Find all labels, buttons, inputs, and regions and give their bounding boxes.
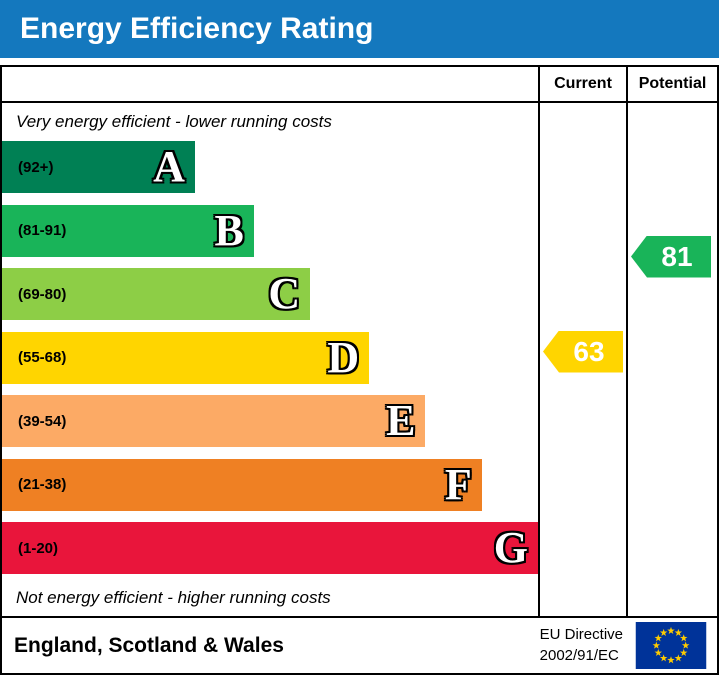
band-bar: (69-80) C: [2, 268, 311, 320]
band-bar: (92+) A: [2, 141, 195, 193]
bottom-note: Not energy efficient - higher running co…: [16, 588, 331, 607]
band-bar: (81-91) B: [2, 204, 254, 257]
band-range-label: (1-20): [18, 539, 59, 557]
band-bar: (21-38) F: [2, 458, 482, 511]
band-bar: (55-68) D: [2, 331, 370, 384]
band-range-label: (39-54): [18, 412, 67, 430]
band-bar: (39-54) E: [2, 395, 426, 447]
band-row-e: (39-54) E: [2, 395, 538, 447]
band-bar: (1-20) G: [2, 522, 538, 574]
potential-column: 81: [626, 103, 717, 616]
band-row-f: (21-38) F: [2, 458, 538, 511]
band-range-label: (55-68): [18, 349, 67, 366]
chart-body: Very energy efficient - lower running co…: [2, 103, 717, 616]
band-letter: A: [153, 142, 185, 191]
footer: England, Scotland & Wales EU Directive 2…: [0, 618, 719, 675]
band-letter: C: [268, 269, 301, 318]
potential-rating-pointer: 81: [631, 235, 711, 278]
eu-directive-text: EU Directive 2002/91/EC: [540, 625, 623, 666]
current-column-header: Current: [538, 67, 626, 101]
band-range-label: (69-80): [18, 285, 67, 303]
band-row-a: (92+) A: [2, 141, 538, 193]
top-note: Very energy efficient - lower running co…: [16, 112, 332, 131]
current-rating-value: 63: [573, 335, 605, 367]
band-range-label: (21-38): [18, 476, 67, 493]
epc-chart: Current Potential Very energy efficient …: [0, 65, 719, 618]
band-letter: G: [493, 523, 528, 572]
band-row-b: (81-91) B: [2, 204, 538, 257]
current-rating-pointer: 63: [543, 330, 623, 373]
band-range-label: (92+): [18, 158, 54, 176]
chart-header-spacer: [2, 67, 538, 101]
eu-directive-line2: 2002/91/EC: [539, 646, 619, 664]
current-column: 63: [538, 103, 626, 616]
eu-flag-icon: [635, 622, 707, 669]
band-letter: E: [386, 396, 416, 445]
potential-column-header: Potential: [626, 67, 717, 101]
band-row-g: (1-20) G: [2, 522, 538, 574]
region-title: England, Scotland & Wales: [14, 633, 284, 657]
band-letter: D: [327, 332, 360, 382]
band-letter: B: [214, 205, 244, 255]
bands-area: Very energy efficient - lower running co…: [2, 103, 538, 616]
band-row-d: (55-68) D: [2, 331, 538, 384]
eu-directive-line1: EU Directive: [539, 626, 623, 644]
band-row-c: (69-80) C: [2, 268, 538, 320]
header-banner: Energy Efficiency Rating: [0, 0, 719, 58]
potential-rating-value: 81: [661, 240, 693, 272]
band-range-label: (81-91): [18, 222, 67, 239]
page-title: Energy Efficiency Rating: [20, 12, 374, 45]
chart-header-row: Current Potential: [2, 67, 717, 103]
band-letter: F: [444, 459, 472, 509]
